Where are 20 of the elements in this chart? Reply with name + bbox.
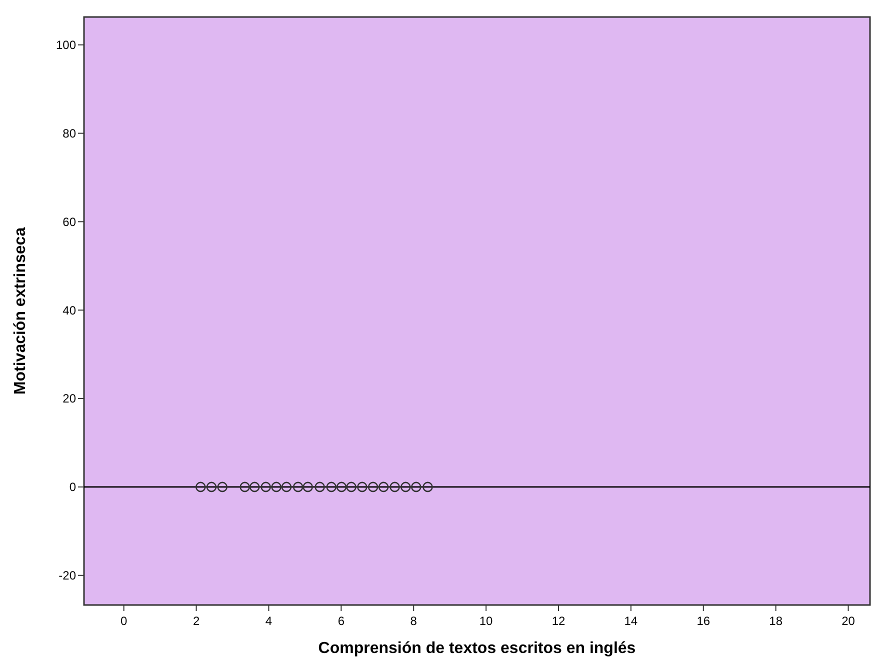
x-tick-label: 0 bbox=[120, 614, 128, 628]
x-tick-label: 16 bbox=[696, 614, 710, 628]
y-tick-label: 60 bbox=[62, 214, 76, 229]
x-tick-label: 2 bbox=[192, 614, 200, 628]
x-tick-label: 12 bbox=[552, 614, 566, 628]
x-tick-label: 14 bbox=[624, 614, 638, 628]
y-axis-title: Motivación extrinseca bbox=[12, 227, 29, 395]
y-tick-label: 0 bbox=[69, 480, 76, 494]
y-tick-label: 20 bbox=[62, 392, 76, 406]
x-tick-label: 4 bbox=[265, 614, 272, 628]
x-tick-label: 6 bbox=[338, 614, 345, 628]
y-tick-label: 80 bbox=[62, 126, 76, 140]
x-axis-title: Comprensión de textos escritos en inglés bbox=[318, 640, 636, 657]
y-tick-label: 40 bbox=[62, 303, 76, 318]
x-tick-label: 10 bbox=[479, 614, 494, 628]
x-tick-label: 8 bbox=[410, 614, 418, 628]
y-tick-label: 100 bbox=[56, 38, 76, 52]
x-tick-label: 18 bbox=[769, 614, 783, 628]
x-tick-label: 20 bbox=[842, 614, 856, 628]
y-tick-label: -20 bbox=[58, 568, 76, 583]
